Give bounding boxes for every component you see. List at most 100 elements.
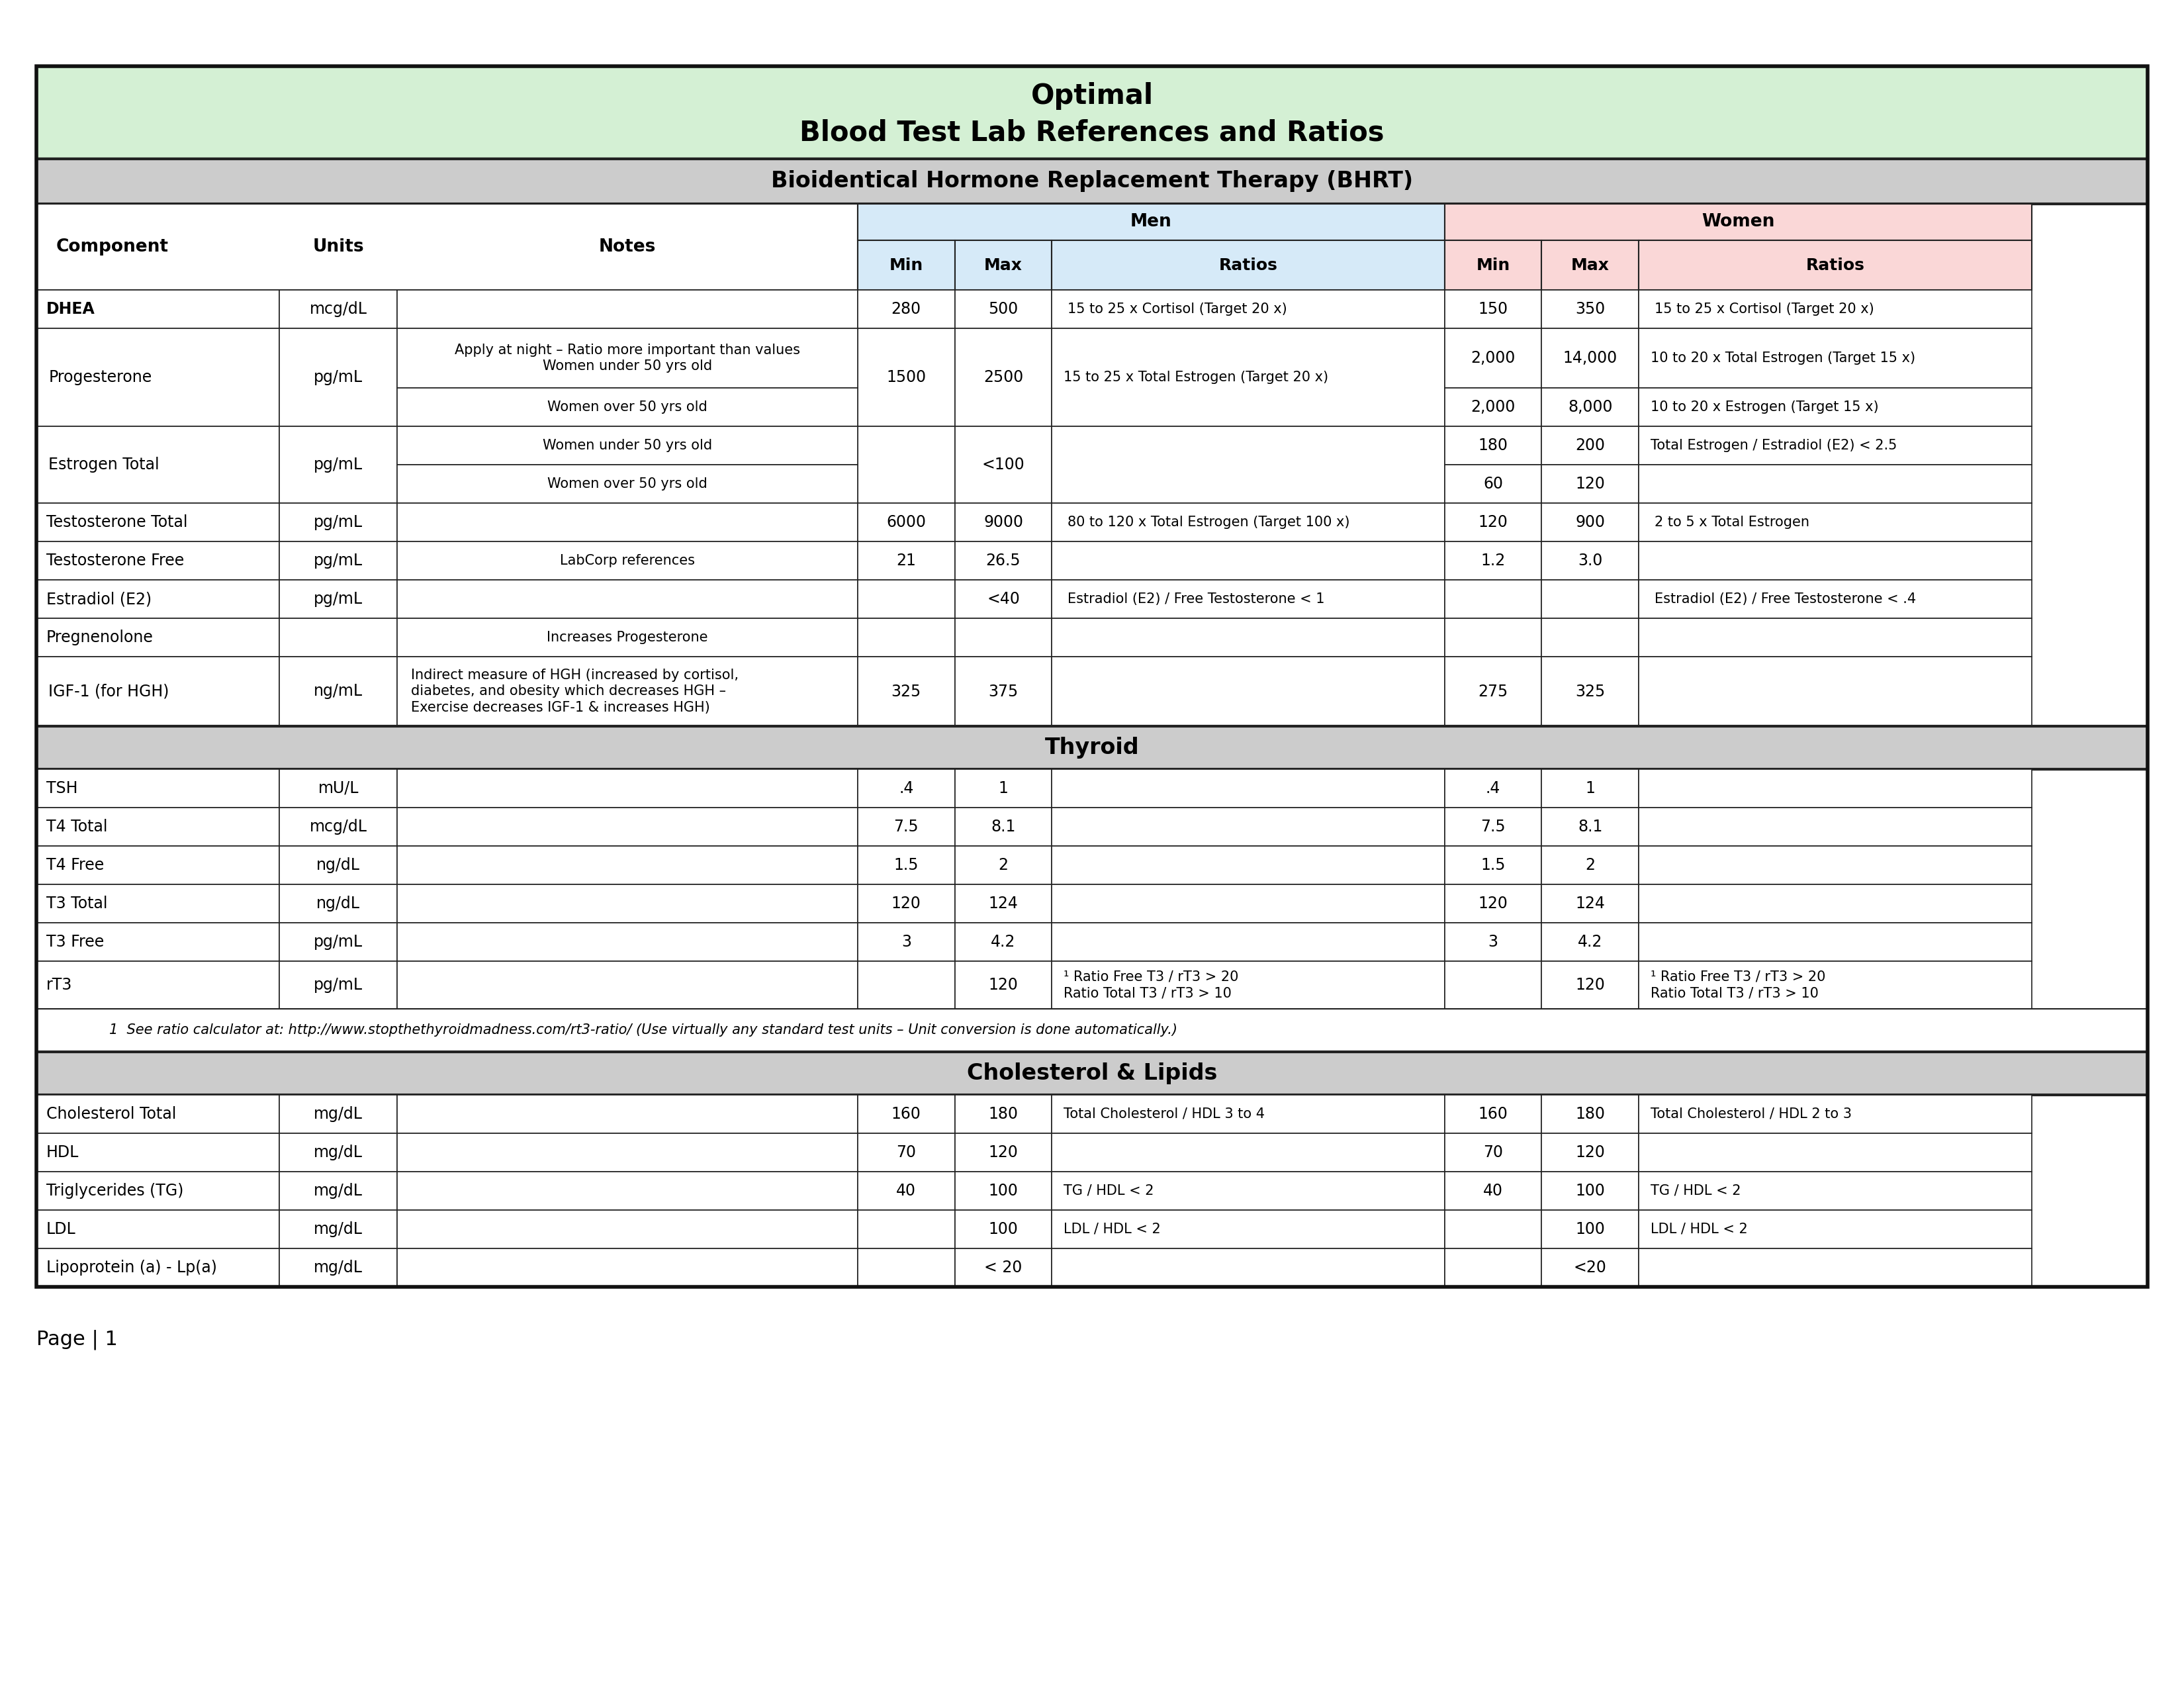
FancyBboxPatch shape (858, 503, 954, 542)
Text: 124: 124 (1575, 896, 1605, 912)
Text: 14,000: 14,000 (1564, 349, 1618, 366)
Text: Women over 50 yrs old: Women over 50 yrs old (548, 400, 708, 414)
FancyBboxPatch shape (397, 1133, 858, 1171)
FancyBboxPatch shape (858, 846, 954, 885)
Text: 280: 280 (891, 300, 922, 317)
FancyBboxPatch shape (1542, 807, 1638, 846)
Text: T3 Total: T3 Total (46, 896, 107, 912)
Text: 120: 120 (1575, 977, 1605, 993)
Text: 8.1: 8.1 (992, 819, 1016, 836)
Text: Estradiol (E2) / Free Testosterone < 1: Estradiol (E2) / Free Testosterone < 1 (1068, 592, 1326, 606)
FancyBboxPatch shape (37, 726, 2147, 770)
Text: 120: 120 (891, 896, 922, 912)
FancyBboxPatch shape (397, 657, 858, 726)
Text: IGF-1 (for HGH): IGF-1 (for HGH) (48, 684, 168, 699)
FancyBboxPatch shape (37, 807, 280, 846)
FancyBboxPatch shape (397, 885, 858, 923)
Text: 900: 900 (1575, 515, 1605, 530)
FancyBboxPatch shape (1638, 657, 2031, 726)
Text: 8.1: 8.1 (1577, 819, 1603, 836)
FancyBboxPatch shape (1053, 960, 1444, 1009)
FancyBboxPatch shape (858, 960, 954, 1009)
FancyBboxPatch shape (37, 1249, 280, 1286)
Text: Indirect measure of HGH (increased by cortisol,
diabetes, and obesity which decr: Indirect measure of HGH (increased by co… (411, 668, 738, 714)
FancyBboxPatch shape (1638, 503, 2031, 542)
FancyBboxPatch shape (1542, 427, 1638, 464)
Text: 70: 70 (895, 1144, 915, 1160)
Text: mcg/dL: mcg/dL (310, 300, 367, 317)
FancyBboxPatch shape (37, 542, 280, 581)
FancyBboxPatch shape (1542, 240, 1638, 290)
FancyBboxPatch shape (1444, 240, 1542, 290)
FancyBboxPatch shape (1542, 657, 1638, 726)
FancyBboxPatch shape (37, 1096, 280, 1133)
FancyBboxPatch shape (280, 618, 397, 657)
Text: 275: 275 (1479, 684, 1509, 699)
FancyBboxPatch shape (1053, 427, 1444, 503)
FancyBboxPatch shape (397, 388, 858, 427)
FancyBboxPatch shape (1444, 885, 1542, 923)
Text: HDL: HDL (46, 1144, 79, 1160)
Text: Optimal: Optimal (1031, 83, 1153, 110)
FancyBboxPatch shape (280, 542, 397, 581)
Text: 100: 100 (1575, 1183, 1605, 1198)
FancyBboxPatch shape (954, 542, 1053, 581)
FancyBboxPatch shape (397, 807, 858, 846)
FancyBboxPatch shape (1444, 1096, 1542, 1133)
Text: ¹ Ratio Free T3 / rT3 > 20
Ratio Total T3 / rT3 > 10: ¹ Ratio Free T3 / rT3 > 20 Ratio Total T… (1064, 971, 1238, 999)
Text: 180: 180 (1575, 1106, 1605, 1123)
Text: 325: 325 (1575, 684, 1605, 699)
FancyBboxPatch shape (1053, 770, 1444, 807)
FancyBboxPatch shape (954, 581, 1053, 618)
FancyBboxPatch shape (954, 240, 1053, 290)
Text: 1: 1 (1586, 780, 1594, 797)
Text: 350: 350 (1575, 300, 1605, 317)
Text: 2 to 5 x Total Estrogen: 2 to 5 x Total Estrogen (1655, 515, 1808, 528)
FancyBboxPatch shape (1053, 618, 1444, 657)
FancyBboxPatch shape (1542, 770, 1638, 807)
FancyBboxPatch shape (280, 885, 397, 923)
FancyBboxPatch shape (1638, 329, 2031, 388)
Text: 1: 1 (998, 780, 1009, 797)
FancyBboxPatch shape (1542, 1171, 1638, 1210)
FancyBboxPatch shape (1444, 807, 1542, 846)
Text: Min: Min (1476, 257, 1509, 273)
FancyBboxPatch shape (1444, 581, 1542, 618)
FancyBboxPatch shape (954, 770, 1053, 807)
FancyBboxPatch shape (1638, 388, 2031, 427)
FancyBboxPatch shape (280, 1096, 397, 1133)
Text: mg/dL: mg/dL (314, 1183, 363, 1198)
Text: LDL / HDL < 2: LDL / HDL < 2 (1651, 1222, 1747, 1236)
Text: 120: 120 (1479, 515, 1507, 530)
FancyBboxPatch shape (1444, 770, 1542, 807)
Text: 100: 100 (989, 1222, 1018, 1237)
Text: Increases Progesterone: Increases Progesterone (546, 631, 708, 645)
FancyBboxPatch shape (1053, 1210, 1444, 1249)
FancyBboxPatch shape (1444, 618, 1542, 657)
FancyBboxPatch shape (858, 1096, 954, 1133)
FancyBboxPatch shape (37, 66, 2147, 159)
Text: mU/L: mU/L (319, 780, 358, 797)
FancyBboxPatch shape (1053, 503, 1444, 542)
Text: 3.0: 3.0 (1577, 552, 1603, 569)
FancyBboxPatch shape (37, 846, 280, 885)
FancyBboxPatch shape (858, 618, 954, 657)
FancyBboxPatch shape (1638, 885, 2031, 923)
FancyBboxPatch shape (954, 290, 1053, 329)
Text: pg/mL: pg/mL (314, 933, 363, 950)
FancyBboxPatch shape (37, 581, 280, 618)
Text: 120: 120 (1575, 1144, 1605, 1160)
FancyBboxPatch shape (1444, 1249, 1542, 1286)
Text: Apply at night – Ratio more important than values
Women under 50 yrs old: Apply at night – Ratio more important th… (454, 343, 799, 373)
FancyBboxPatch shape (37, 923, 280, 960)
Text: 200: 200 (1575, 437, 1605, 454)
Text: Cholesterol Total: Cholesterol Total (46, 1106, 177, 1123)
FancyBboxPatch shape (1638, 1249, 2031, 1286)
Text: 21: 21 (895, 552, 915, 569)
Text: 15 to 25 x Cortisol (Target 20 x): 15 to 25 x Cortisol (Target 20 x) (1068, 302, 1286, 316)
FancyBboxPatch shape (280, 1133, 397, 1171)
Text: 15 to 25 x Total Estrogen (Target 20 x): 15 to 25 x Total Estrogen (Target 20 x) (1064, 371, 1328, 383)
FancyBboxPatch shape (1444, 1133, 1542, 1171)
FancyBboxPatch shape (1053, 1249, 1444, 1286)
FancyBboxPatch shape (397, 581, 858, 618)
